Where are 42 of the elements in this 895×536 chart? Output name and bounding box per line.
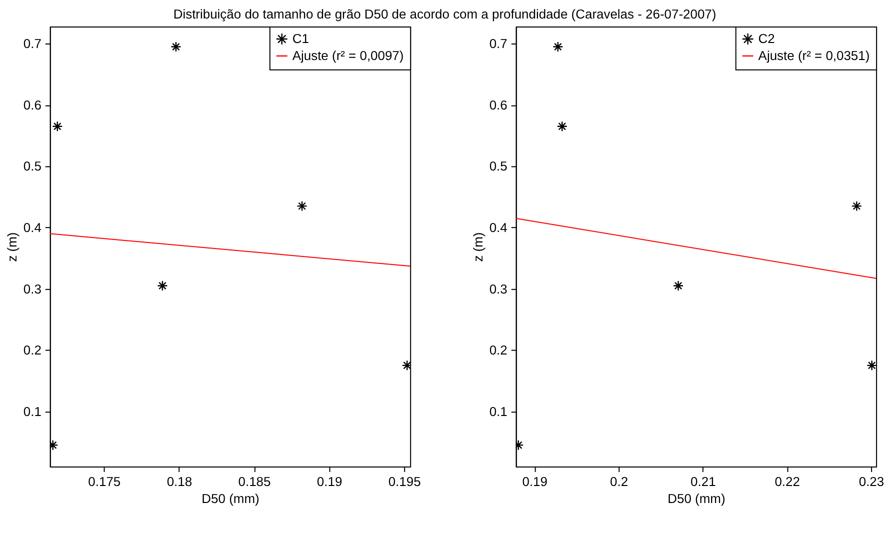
legend-label: Ajuste (r² = 0,0351)	[758, 48, 870, 63]
y-axis-title: z (m)	[470, 232, 486, 262]
x-tick-label: 0.19	[522, 474, 548, 489]
point	[851, 200, 862, 212]
y-tick-label: 0.6	[489, 97, 508, 112]
y-tick-label: 0.7	[489, 36, 508, 52]
y-tick-label: 0.2	[23, 342, 42, 358]
y-tick-label: 0.3	[489, 281, 508, 296]
x-tick-label: 0.18	[166, 474, 192, 489]
legend-label: C1	[292, 30, 309, 46]
y-tick-label: 0.7	[23, 36, 42, 52]
y-tick-label: 0.6	[23, 97, 42, 112]
x-tick-label: 0.22	[774, 474, 800, 489]
point	[552, 41, 564, 52]
x-tick-label: 0.21	[690, 474, 716, 489]
x-axis-title: D50 (mm)	[202, 490, 260, 506]
y-axis-title: z (m)	[4, 232, 20, 262]
legend-label: Ajuste (r² = 0,0097)	[292, 48, 404, 63]
point	[866, 360, 876, 371]
y-tick-label: 0.4	[489, 220, 508, 236]
y-tick-label: 0.1	[489, 404, 508, 419]
x-tick-label: 0.19	[316, 474, 342, 489]
point	[556, 121, 568, 132]
y-tick-label: 0.3	[23, 281, 42, 296]
x-tick-label: 0.185	[238, 474, 271, 489]
y-tick-label: 0.4	[23, 220, 42, 236]
point	[52, 121, 63, 132]
x-tick-label: 0.195	[388, 474, 421, 489]
y-tick-label: 0.1	[23, 404, 42, 419]
text: Distribuição do tamanho de grão D50 de acordo com a profundidade (Caravelas - 26-07-2007)	[173, 6, 716, 22]
y-tick-label: 0.5	[489, 158, 508, 174]
x-tick-label: 0.23	[858, 474, 884, 489]
point	[170, 41, 182, 52]
x-tick-label: 0.175	[88, 474, 121, 489]
point	[296, 200, 308, 212]
point	[157, 280, 168, 292]
legend-label: C2	[758, 30, 775, 46]
x-axis-title: D50 (mm)	[668, 490, 726, 506]
point	[672, 280, 684, 292]
y-tick-label: 0.2	[489, 342, 508, 358]
y-tick-label: 0.5	[23, 158, 42, 174]
x-tick-label: 0.2	[610, 474, 628, 489]
